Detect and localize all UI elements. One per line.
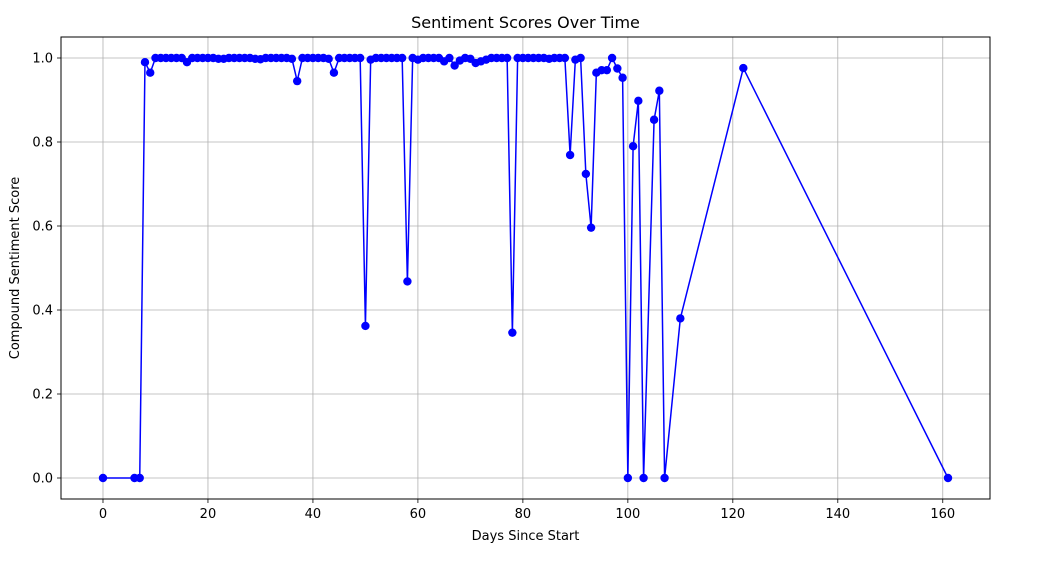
data-point <box>98 473 108 483</box>
data-point <box>623 473 633 483</box>
data-point <box>565 150 575 160</box>
plot-background <box>61 37 990 499</box>
y-tick-label: 1.0 <box>32 52 53 67</box>
data-point <box>146 68 155 77</box>
x-tick-label: 140 <box>825 507 850 522</box>
data-point <box>560 53 570 63</box>
data-point <box>445 53 454 63</box>
data-point <box>361 321 370 331</box>
series-layer <box>98 53 953 483</box>
data-point <box>287 54 297 64</box>
y-axis-label: Compound Sentiment Score <box>8 177 23 360</box>
data-point <box>324 54 333 64</box>
data-point <box>135 473 144 483</box>
data-point <box>397 53 407 63</box>
data-point <box>508 328 517 337</box>
data-point <box>943 473 953 483</box>
data-point <box>649 115 659 124</box>
x-tick-label: 60 <box>410 507 427 522</box>
data-point <box>450 61 459 70</box>
data-point <box>586 223 596 232</box>
x-tick-label: 100 <box>615 507 640 522</box>
data-point <box>602 65 612 75</box>
data-point <box>355 53 365 63</box>
y-tick-label: 0.8 <box>32 136 53 151</box>
data-point <box>655 86 664 95</box>
data-point <box>739 63 748 73</box>
x-tick-label: 0 <box>99 507 107 522</box>
data-point <box>676 314 685 323</box>
x-axis-label: Days Since Start <box>472 529 580 544</box>
data-point <box>403 277 412 286</box>
x-axis-ticks: 0 20 40 60 80 100 120 140 160 <box>99 499 955 522</box>
data-point <box>634 96 643 106</box>
data-point <box>502 53 512 63</box>
y-tick-label: 0.2 <box>32 388 53 403</box>
data-point <box>292 76 302 86</box>
x-tick-label: 80 <box>515 507 532 522</box>
x-tick-label: 40 <box>305 507 322 522</box>
data-point <box>576 53 585 63</box>
data-point <box>607 53 617 63</box>
data-point <box>660 473 669 483</box>
grid-lines <box>61 37 990 499</box>
y-tick-label: 0.4 <box>32 304 53 319</box>
data-point <box>628 142 638 151</box>
chart-title: Sentiment Scores Over Time <box>411 13 640 32</box>
x-tick-label: 160 <box>930 507 955 522</box>
data-point <box>140 58 150 67</box>
y-axis-ticks: 0.0 0.2 0.4 0.6 0.8 1.0 <box>32 52 61 487</box>
plot-frame <box>60 36 991 500</box>
data-point <box>329 68 339 77</box>
x-tick-label: 20 <box>200 507 217 522</box>
x-tick-label: 120 <box>720 507 745 522</box>
y-tick-label: 0.6 <box>32 220 53 235</box>
y-tick-label: 0.0 <box>32 472 53 487</box>
data-point <box>613 64 622 73</box>
data-point <box>618 73 627 82</box>
data-point <box>581 169 591 179</box>
data-point <box>639 473 648 483</box>
